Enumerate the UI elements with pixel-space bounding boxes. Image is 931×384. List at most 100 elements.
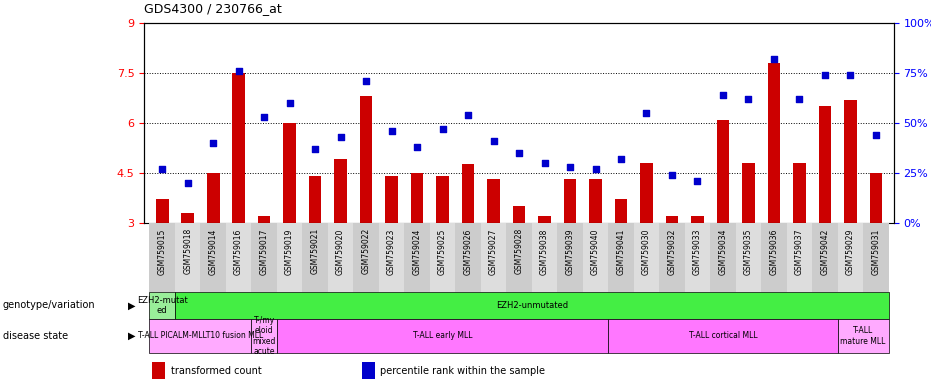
Point (716, 92, 731, 98)
Bar (818, 106, 831, 223)
Text: GSM759022: GSM759022 (361, 228, 371, 275)
Bar (182, 213, 194, 223)
Bar (437, 176, 449, 223)
Point (588, 166, 603, 172)
Bar (487, 179, 500, 223)
Bar (277, 223, 303, 292)
Bar (634, 223, 659, 292)
Point (307, 146, 322, 152)
Text: T-ALL early MLL: T-ALL early MLL (412, 331, 472, 341)
Bar (480, 223, 506, 292)
Point (206, 140, 221, 146)
Bar (430, 223, 455, 292)
Text: GSM759024: GSM759024 (412, 228, 422, 275)
Text: GSM759015: GSM759015 (157, 228, 167, 275)
Text: GSM759037: GSM759037 (795, 228, 804, 275)
Bar (614, 199, 627, 223)
Text: GSM759028: GSM759028 (515, 228, 523, 275)
Bar (787, 223, 812, 292)
Point (282, 100, 297, 106)
Point (869, 132, 884, 138)
Bar (506, 223, 532, 292)
Bar (870, 173, 883, 223)
Bar (608, 319, 838, 353)
Bar (735, 223, 762, 292)
Bar (558, 223, 583, 292)
Bar (359, 96, 372, 223)
Text: GSM759036: GSM759036 (769, 228, 778, 275)
Point (562, 164, 577, 170)
Bar (175, 223, 200, 292)
Bar (563, 179, 576, 223)
Text: GSM759032: GSM759032 (668, 228, 677, 275)
Bar (608, 223, 634, 292)
Bar (659, 223, 684, 292)
Text: GSM759019: GSM759019 (285, 228, 294, 275)
Text: GSM759035: GSM759035 (744, 228, 753, 275)
Bar (149, 319, 251, 353)
Text: GSM759018: GSM759018 (183, 228, 192, 275)
Text: GSM759033: GSM759033 (693, 228, 702, 275)
Bar (583, 223, 608, 292)
Bar (251, 223, 277, 292)
Text: GSM759016: GSM759016 (234, 228, 243, 275)
Text: disease state: disease state (3, 331, 68, 341)
Bar (379, 223, 404, 292)
Bar (710, 223, 735, 292)
Bar (532, 223, 558, 292)
Bar (251, 319, 277, 353)
Text: GSM759042: GSM759042 (820, 228, 830, 275)
Text: T-/my
eloid
mixed
acute: T-/my eloid mixed acute (252, 316, 276, 356)
Text: ▶: ▶ (128, 300, 135, 310)
Bar (328, 223, 354, 292)
Point (639, 110, 654, 116)
Text: EZH2-mutat
ed: EZH2-mutat ed (137, 296, 187, 315)
Bar (258, 216, 271, 223)
Text: GSM759039: GSM759039 (565, 228, 574, 275)
Bar (149, 223, 175, 292)
Text: transformed count: transformed count (170, 366, 262, 376)
Text: GSM759026: GSM759026 (464, 228, 473, 275)
Point (512, 150, 527, 156)
Bar (844, 99, 857, 223)
Text: GSM759031: GSM759031 (871, 228, 881, 275)
Bar (513, 206, 525, 223)
Point (741, 96, 756, 102)
Text: GSM759030: GSM759030 (642, 228, 651, 275)
Bar (767, 63, 780, 223)
Point (435, 126, 450, 132)
Text: GSM759038: GSM759038 (540, 228, 549, 275)
Bar (155, 199, 169, 223)
Point (843, 72, 857, 78)
Text: GSM759040: GSM759040 (591, 228, 600, 275)
Bar (309, 176, 321, 223)
Bar (334, 159, 347, 223)
Bar (838, 319, 889, 353)
Text: GSM759023: GSM759023 (387, 228, 396, 275)
Bar (361, 362, 375, 379)
Text: genotype/variation: genotype/variation (3, 300, 95, 310)
Point (385, 128, 399, 134)
Bar (762, 223, 787, 292)
Text: GDS4300 / 230766_at: GDS4300 / 230766_at (144, 2, 282, 15)
Text: ▶: ▶ (128, 331, 135, 341)
Text: GSM759020: GSM759020 (336, 228, 345, 275)
Bar (717, 119, 729, 223)
Bar (455, 223, 480, 292)
Point (690, 178, 705, 184)
Text: EZH2-unmutated: EZH2-unmutated (495, 301, 568, 310)
Bar (149, 292, 175, 319)
Bar (385, 176, 398, 223)
Text: T-ALL cortical MLL: T-ALL cortical MLL (689, 331, 757, 341)
Bar (277, 319, 608, 353)
Point (410, 144, 425, 150)
Text: GSM759041: GSM759041 (616, 228, 626, 275)
Bar (538, 216, 551, 223)
Bar (691, 216, 704, 223)
Text: GSM759017: GSM759017 (260, 228, 269, 275)
Bar (838, 223, 863, 292)
Bar (742, 163, 755, 223)
Text: GSM759021: GSM759021 (311, 228, 319, 275)
Point (537, 160, 552, 166)
Point (181, 180, 196, 186)
